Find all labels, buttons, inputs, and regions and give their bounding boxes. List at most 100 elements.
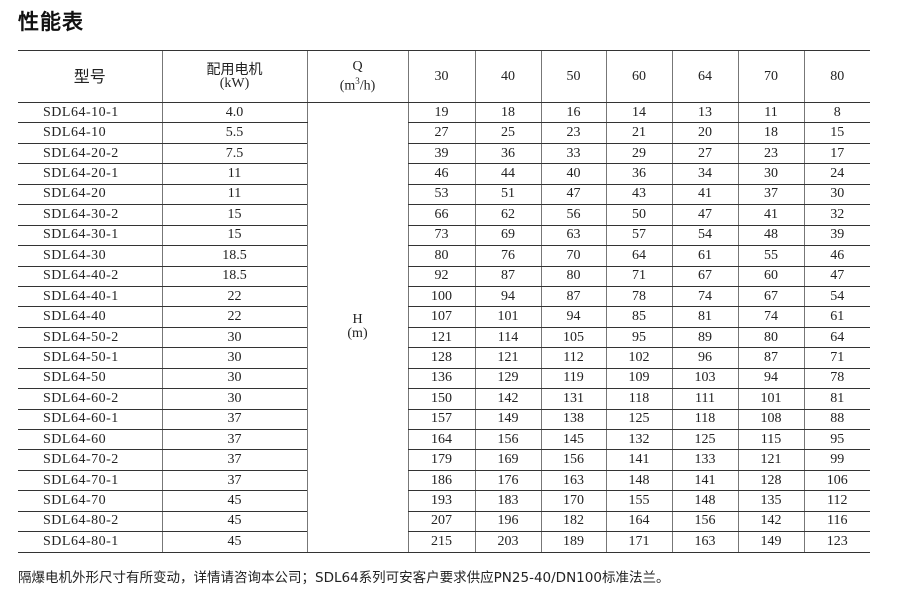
- head-value-cell: 102: [605, 347, 672, 369]
- head-value-cell: 61: [803, 306, 870, 328]
- head-value-cell: 48: [737, 225, 804, 247]
- table-row: SDL64-50 30 136 129 119 109 103 94 78: [18, 368, 870, 390]
- head-value-cell: 129: [474, 368, 541, 390]
- head-value-cell: 94: [540, 306, 606, 328]
- head-value-cell: 74: [737, 306, 804, 328]
- head-value-cell: 96: [671, 347, 738, 369]
- head-value-cell: 132: [605, 429, 672, 451]
- head-value-cell: 103: [671, 368, 738, 390]
- head-value-cell: 47: [803, 266, 870, 287]
- head-value-cell: 64: [605, 245, 672, 267]
- head-value-cell: 169: [474, 449, 541, 471]
- model-header: 型号: [18, 50, 162, 103]
- page-title: 性能表: [18, 10, 84, 34]
- table-row: SDL64-70-1 37 186 176 163 148 141 128 106: [18, 470, 870, 492]
- model-cell: SDL64-50-2: [18, 327, 162, 349]
- head-value-cell: 81: [803, 388, 870, 410]
- model-cell: SDL64-30-2: [18, 204, 162, 226]
- motor-power-cell: 22: [161, 286, 307, 308]
- motor-power-cell: 37: [161, 449, 307, 471]
- flow-column-header: 50: [540, 50, 606, 103]
- head-value-cell: 78: [803, 368, 870, 390]
- head-value-cell: 16: [540, 102, 606, 124]
- table-row: SDL64-20-1 11 46 44 40 36 34 30 24: [18, 163, 870, 185]
- head-value-cell: 87: [474, 266, 541, 287]
- head-value-cell: 94: [737, 368, 804, 390]
- head-value-cell: 112: [540, 347, 606, 369]
- head-value-cell: 87: [737, 347, 804, 369]
- head-value-cell: 39: [803, 225, 870, 247]
- head-value-cell: 43: [605, 184, 672, 206]
- head-value-cell: 39: [407, 143, 475, 165]
- head-value-cell: 60: [737, 266, 804, 287]
- head-value-cell: 55: [737, 245, 804, 267]
- model-cell: SDL64-10: [18, 122, 162, 144]
- head-value-cell: 64: [803, 327, 870, 349]
- head-value-cell: 27: [407, 122, 475, 144]
- flow-column-header: 70: [737, 50, 804, 103]
- model-cell: SDL64-20: [18, 184, 162, 206]
- head-value-cell: 21: [605, 122, 672, 144]
- head-value-cell: 24: [803, 163, 870, 185]
- head-value-cell: 123: [803, 531, 870, 553]
- head-value-cell: 128: [737, 470, 804, 492]
- head-value-cell: 78: [605, 286, 672, 308]
- head-value-cell: 81: [671, 306, 738, 328]
- head-value-cell: 186: [407, 470, 475, 492]
- head-value-cell: 71: [803, 347, 870, 369]
- head-value-cell: 115: [737, 429, 804, 451]
- head-value-cell: 112: [803, 490, 870, 512]
- model-cell: SDL64-60: [18, 429, 162, 451]
- head-value-cell: 100: [407, 286, 475, 308]
- head-value-cell: 164: [605, 511, 672, 533]
- motor-power-cell: 45: [161, 511, 307, 533]
- head-value-cell: 44: [474, 163, 541, 185]
- head-value-cell: 30: [737, 163, 804, 185]
- head-value-cell: 108: [737, 409, 804, 431]
- head-value-cell: 57: [605, 225, 672, 247]
- head-value-cell: 149: [474, 409, 541, 431]
- head-value-cell: 88: [803, 409, 870, 431]
- head-value-cell: 128: [407, 347, 475, 369]
- motor-power-cell: 30: [161, 327, 307, 349]
- motor-power-cell: 22: [161, 306, 307, 328]
- head-value-cell: 8: [803, 102, 870, 124]
- head-value-cell: 70: [540, 245, 606, 267]
- flow-column-header: 64: [671, 50, 738, 103]
- head-value-cell: 156: [671, 511, 738, 533]
- model-cell: SDL64-60-2: [18, 388, 162, 410]
- head-value-cell: 94: [474, 286, 541, 308]
- head-value-cell: 46: [407, 163, 475, 185]
- table-row: SDL64-40-2 18.5 92 87 80 71 67 60 47: [18, 266, 870, 287]
- head-value-cell: 47: [671, 204, 738, 226]
- head-value-cell: 121: [474, 347, 541, 369]
- model-cell: SDL64-40-1: [18, 286, 162, 308]
- head-value-cell: 176: [474, 470, 541, 492]
- head-value-cell: 34: [671, 163, 738, 185]
- head-label-cell: H (m): [306, 102, 408, 553]
- table-row: SDL64-70 45 193 183 170 155 148 135 112: [18, 490, 870, 512]
- head-value-cell: 142: [737, 511, 804, 533]
- head-value-cell: 85: [605, 306, 672, 328]
- motor-power-cell: 11: [161, 184, 307, 206]
- motor-header: 配用电机 (kW): [161, 50, 307, 103]
- table-row: SDL64-30 18.5 80 76 70 64 61 55 46: [18, 245, 870, 267]
- head-value-cell: 106: [803, 470, 870, 492]
- head-value-cell: 13: [671, 102, 738, 124]
- head-value-cell: 95: [803, 429, 870, 451]
- motor-power-cell: 37: [161, 409, 307, 431]
- head-value-cell: 17: [803, 143, 870, 165]
- head-value-cell: 56: [540, 204, 606, 226]
- head-value-cell: 189: [540, 531, 606, 553]
- head-value-cell: 156: [540, 449, 606, 471]
- model-cell: SDL64-80-1: [18, 531, 162, 553]
- head-value-cell: 163: [540, 470, 606, 492]
- flow-column-header: 80: [803, 50, 870, 103]
- head-value-cell: 30: [803, 184, 870, 206]
- flow-column-header: 60: [605, 50, 672, 103]
- flow-column-header: 30: [407, 50, 475, 103]
- head-value-cell: 46: [803, 245, 870, 267]
- head-value-cell: 36: [474, 143, 541, 165]
- head-value-cell: 101: [474, 306, 541, 328]
- head-value-cell: 67: [671, 266, 738, 287]
